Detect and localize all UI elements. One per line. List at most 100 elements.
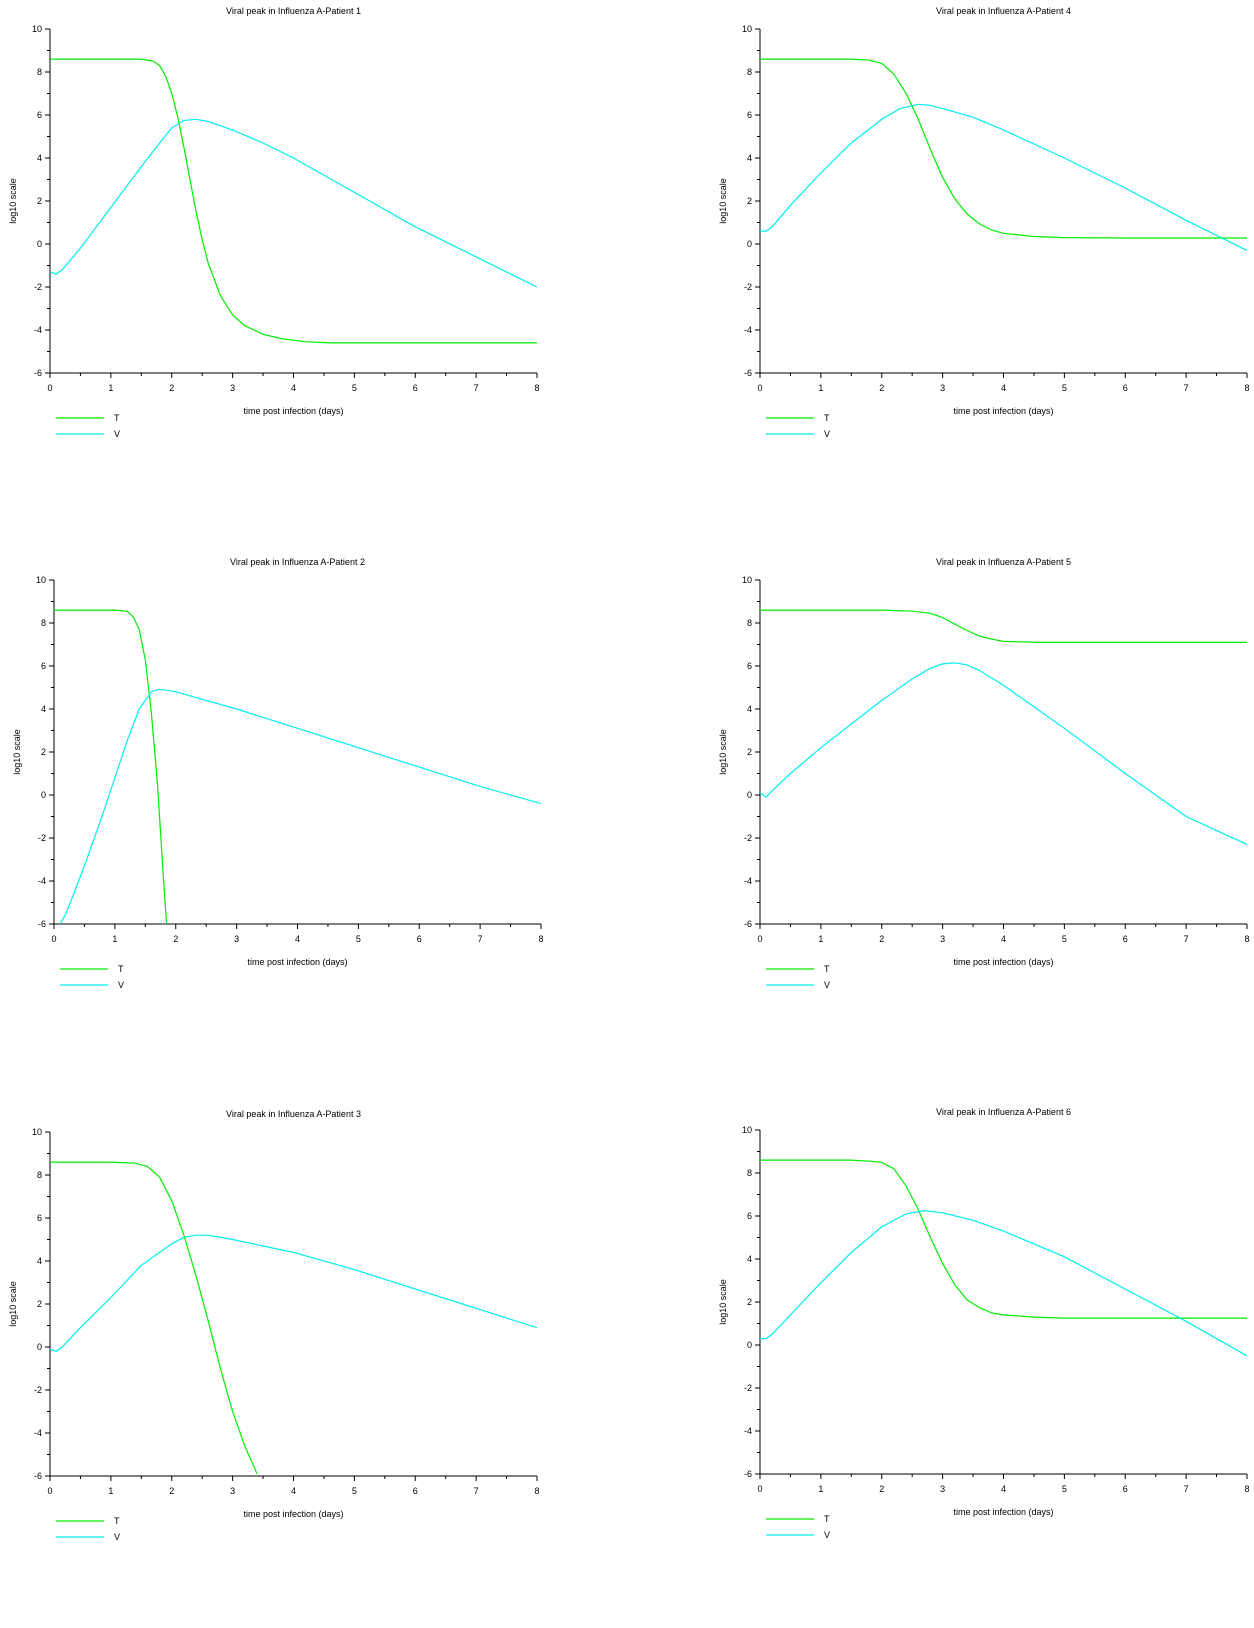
series-line-V	[59, 689, 541, 924]
x-axis-label: time post infection (days)	[243, 1509, 343, 1519]
y-tick-label: -2	[34, 282, 42, 292]
y-tick-label: -6	[34, 368, 42, 378]
x-axis-label: time post infection (days)	[953, 1507, 1053, 1517]
y-axis-label: log10 scale	[718, 1279, 728, 1325]
y-tick-label: -4	[744, 1426, 752, 1436]
x-tick-label: 6	[417, 934, 422, 944]
x-tick-label: 7	[478, 934, 483, 944]
y-tick-label: 6	[747, 110, 752, 120]
series-line-V	[760, 662, 1247, 845]
series-line-V	[50, 118, 537, 288]
y-tick-label: 0	[747, 239, 752, 249]
chart-panel-patient-3: Viral peak in Influenza A-Patient 3 0 1 2 3 4…	[0, 1103, 620, 1623]
y-tick-label: -2	[744, 833, 752, 843]
y-tick-label: -2	[34, 1385, 42, 1395]
y-tick-label: -2	[744, 1383, 752, 1393]
x-tick-label: 5	[1062, 383, 1067, 393]
x-tick-label: 8	[534, 383, 539, 393]
x-tick-label: 6	[413, 383, 418, 393]
y-tick-label: 0	[37, 1342, 42, 1352]
y-tick-label: 10	[32, 24, 42, 34]
y-tick-label: -4	[744, 325, 752, 335]
y-tick-label: 6	[37, 1213, 42, 1223]
x-tick-label: 3	[230, 383, 235, 393]
y-tick-label: 0	[41, 790, 46, 800]
chart-panel-patient-5: Viral peak in Influenza A-Patient 5 0 1 2 3 4…	[710, 551, 1254, 1071]
y-tick-label: 10	[742, 24, 752, 34]
y-tick-label: 10	[742, 575, 752, 585]
y-tick-label: 8	[747, 618, 752, 628]
y-tick-label: 8	[747, 67, 752, 77]
x-tick-label: 2	[173, 934, 178, 944]
x-tick-label: 7	[1184, 383, 1189, 393]
chart-title: Viral peak in Influenza A-Patient 3	[226, 1109, 361, 1119]
y-tick-label: 6	[37, 110, 42, 120]
legend-label-V: V	[824, 980, 830, 990]
y-tick-label: -6	[744, 1469, 752, 1479]
chart-svg: Viral peak in Influenza A-Patient 5 0 1 2 3 4…	[718, 557, 1250, 990]
y-axis-label: log10 scale	[718, 729, 728, 775]
x-tick-label: 6	[1123, 1484, 1128, 1494]
y-tick-label: -4	[38, 876, 46, 886]
x-tick-label: 3	[230, 1486, 235, 1496]
y-tick-label: 2	[37, 196, 42, 206]
y-tick-label: 4	[747, 153, 752, 163]
chart-title: Viral peak in Influenza A-Patient 1	[226, 6, 361, 16]
series-line-V	[760, 1209, 1247, 1357]
y-tick-label: -4	[744, 876, 752, 886]
x-tick-label: 1	[818, 1484, 823, 1494]
series-line-T	[760, 1159, 1247, 1319]
x-tick-label: 8	[538, 934, 543, 944]
chart-svg: Viral peak in Influenza A-Patient 1 0 1 2 3 4…	[8, 6, 540, 439]
y-tick-label: 0	[747, 790, 752, 800]
y-tick-label: 8	[37, 67, 42, 77]
x-tick-label: 4	[1001, 934, 1006, 944]
y-tick-label: -2	[744, 282, 752, 292]
x-tick-label: 0	[47, 383, 52, 393]
x-tick-label: 5	[352, 383, 357, 393]
y-tick-label: 6	[747, 661, 752, 671]
x-tick-label: 3	[234, 934, 239, 944]
x-tick-label: 2	[879, 1484, 884, 1494]
y-tick-label: 2	[747, 747, 752, 757]
y-tick-label: 10	[742, 1125, 752, 1135]
chart-svg: Viral peak in Influenza A-Patient 3 0 1 2 3 4…	[8, 1109, 540, 1542]
x-tick-label: 2	[879, 383, 884, 393]
y-tick-label: 10	[36, 575, 46, 585]
y-tick-label: 0	[747, 1340, 752, 1350]
x-tick-label: 1	[818, 934, 823, 944]
x-tick-label: 7	[1184, 1484, 1189, 1494]
x-tick-label: 6	[1123, 934, 1128, 944]
x-tick-label: 8	[1244, 934, 1249, 944]
x-tick-label: 7	[1184, 934, 1189, 944]
legend-label-V: V	[118, 980, 124, 990]
x-tick-label: 3	[940, 1484, 945, 1494]
series-line-T	[50, 58, 537, 344]
x-axis-label: time post infection (days)	[247, 957, 347, 967]
x-tick-label: 7	[474, 383, 479, 393]
chart-panel-patient-2: Viral peak in Influenza A-Patient 2 0 1 2 3 4…	[4, 551, 624, 1071]
y-tick-label: 2	[747, 1297, 752, 1307]
chart-svg: Viral peak in Influenza A-Patient 2 0 1 2 3 4…	[12, 557, 544, 990]
y-tick-label: 4	[37, 153, 42, 163]
legend-label-T: T	[824, 1514, 830, 1524]
chart-panel-patient-4: Viral peak in Influenza A-Patient 4 0 1 2 3 4…	[710, 0, 1254, 520]
x-tick-label: 2	[169, 383, 174, 393]
x-tick-label: 0	[51, 934, 56, 944]
chart-panel-patient-6: Viral peak in Influenza A-Patient 6 0 1 2 3 4…	[710, 1101, 1254, 1621]
y-axis-label: log10 scale	[12, 729, 22, 775]
x-tick-label: 8	[534, 1486, 539, 1496]
y-tick-label: 8	[41, 618, 46, 628]
y-tick-label: 8	[37, 1170, 42, 1180]
chart-panel-patient-1: Viral peak in Influenza A-Patient 1 0 1 2 3 4…	[0, 0, 620, 520]
x-tick-label: 2	[169, 1486, 174, 1496]
series-line-T	[50, 1161, 258, 1475]
x-tick-label: 1	[818, 383, 823, 393]
legend-label-V: V	[824, 429, 830, 439]
legend-label-V: V	[114, 429, 120, 439]
legend-label-V: V	[114, 1532, 120, 1542]
chart-title: Viral peak in Influenza A-Patient 4	[936, 6, 1071, 16]
x-tick-label: 3	[940, 383, 945, 393]
x-axis-label: time post infection (days)	[953, 406, 1053, 416]
y-tick-label: -6	[744, 919, 752, 929]
